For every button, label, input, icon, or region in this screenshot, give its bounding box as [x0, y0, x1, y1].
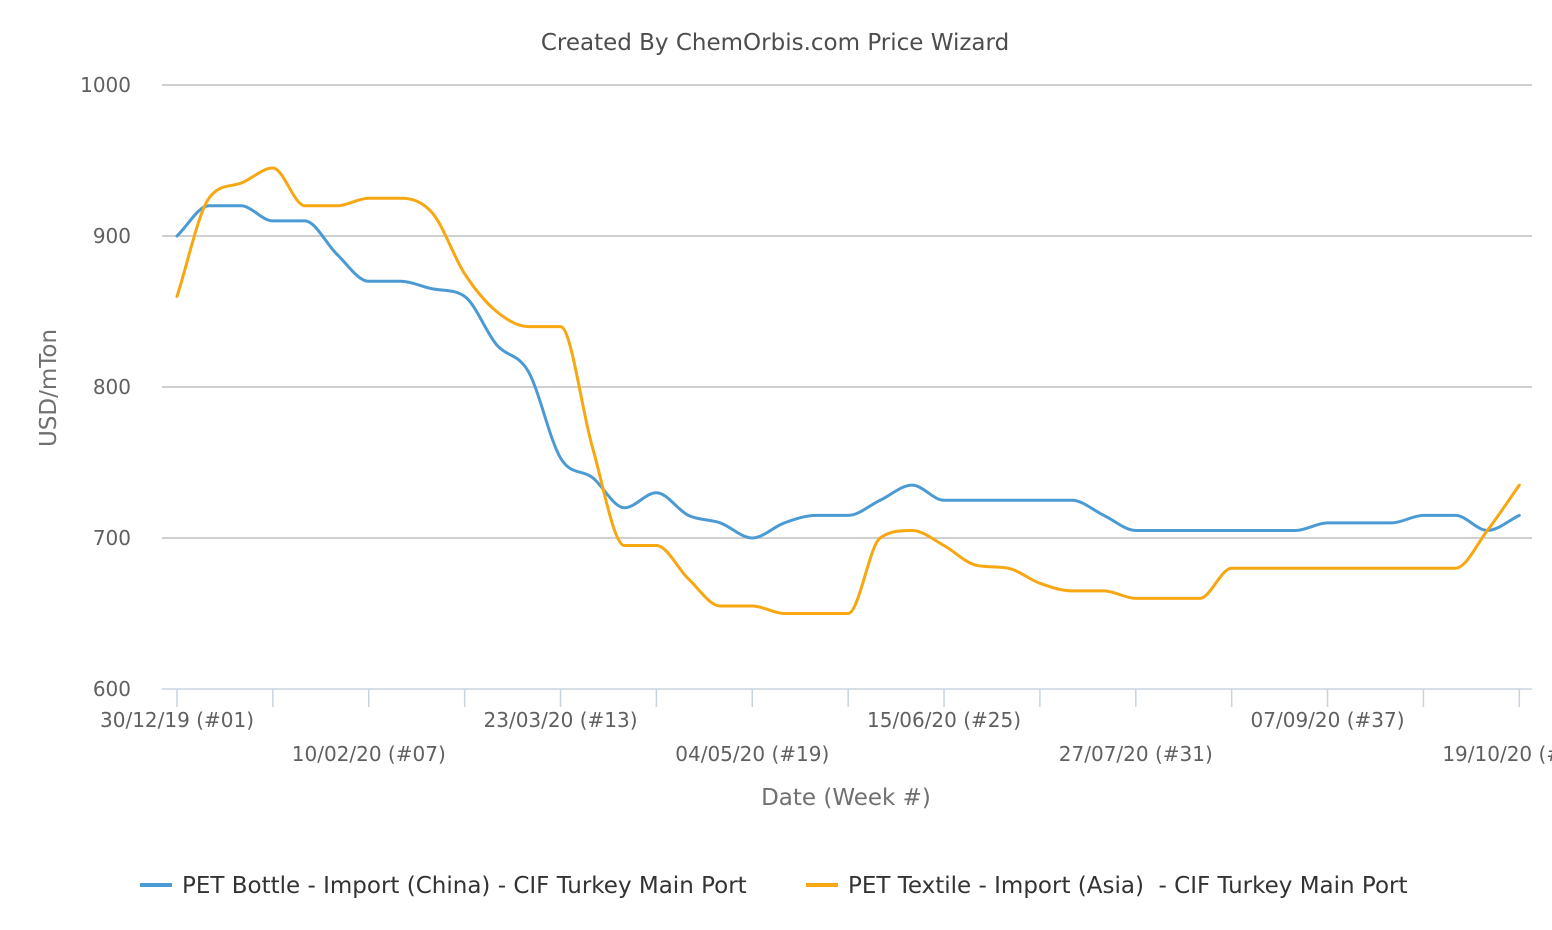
- x-axis-ticks: 30/12/19 (#01) 10/02/20 (#07) 23/03/20 (#1…: [100, 689, 1552, 766]
- series-line-1[interactable]: [175, 166, 1521, 615]
- y-tick-label-900: 900: [93, 224, 131, 248]
- x-axis-title: Date (Week #): [761, 785, 931, 811]
- chart-title: Created By ChemOrbis.com Price Wizard: [541, 30, 1009, 56]
- series-points-0: [177, 206, 1519, 538]
- x-tick-label-7: 10/02/20 (#07): [292, 742, 446, 766]
- x-tick-label-13: 23/03/20 (#13): [484, 708, 638, 732]
- legend-label-pet-bottle[interactable]: PET Bottle - Import (China) - CIF Turkey…: [182, 873, 747, 899]
- series-lines: [175, 166, 1521, 615]
- x-tick-label-31: 27/07/20 (#31): [1059, 742, 1213, 766]
- legend: PET Bottle - Import (China) - CIF Turkey…: [140, 873, 1408, 899]
- series-points-1: [177, 168, 1519, 613]
- legend-label-pet-textile[interactable]: PET Textile - Import (Asia) - CIF Turkey…: [848, 873, 1408, 899]
- x-tick-label-1: 30/12/19 (#01): [100, 708, 254, 732]
- y-tick-label-1000: 1000: [80, 73, 131, 97]
- y-tick-label-800: 800: [93, 375, 131, 399]
- x-tick-label-37: 07/09/20 (#37): [1251, 708, 1405, 732]
- x-tick-label-43: 19/10/20 (#43): [1442, 742, 1552, 766]
- y-axis-title: USD/mTon: [36, 329, 62, 447]
- x-tick-label-25: 15/06/20 (#25): [867, 708, 1021, 732]
- series-line-0[interactable]: [175, 204, 1521, 540]
- gridlines: [162, 84, 1532, 539]
- y-tick-label-600: 600: [93, 677, 131, 701]
- x-tick-label-19: 04/05/20 (#19): [675, 742, 829, 766]
- y-axis-ticks: 600 700 800 900 1000: [80, 73, 131, 701]
- y-tick-label-700: 700: [93, 526, 131, 550]
